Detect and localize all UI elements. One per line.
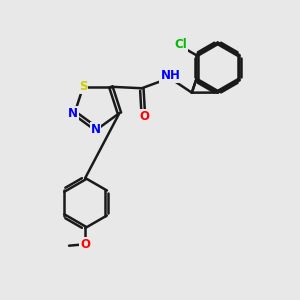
Text: O: O [140, 110, 150, 123]
Text: O: O [80, 238, 90, 251]
Text: Cl: Cl [174, 38, 187, 51]
Text: N: N [91, 123, 100, 136]
Text: NH: NH [160, 69, 180, 82]
Text: N: N [68, 106, 78, 120]
Text: S: S [79, 80, 87, 93]
